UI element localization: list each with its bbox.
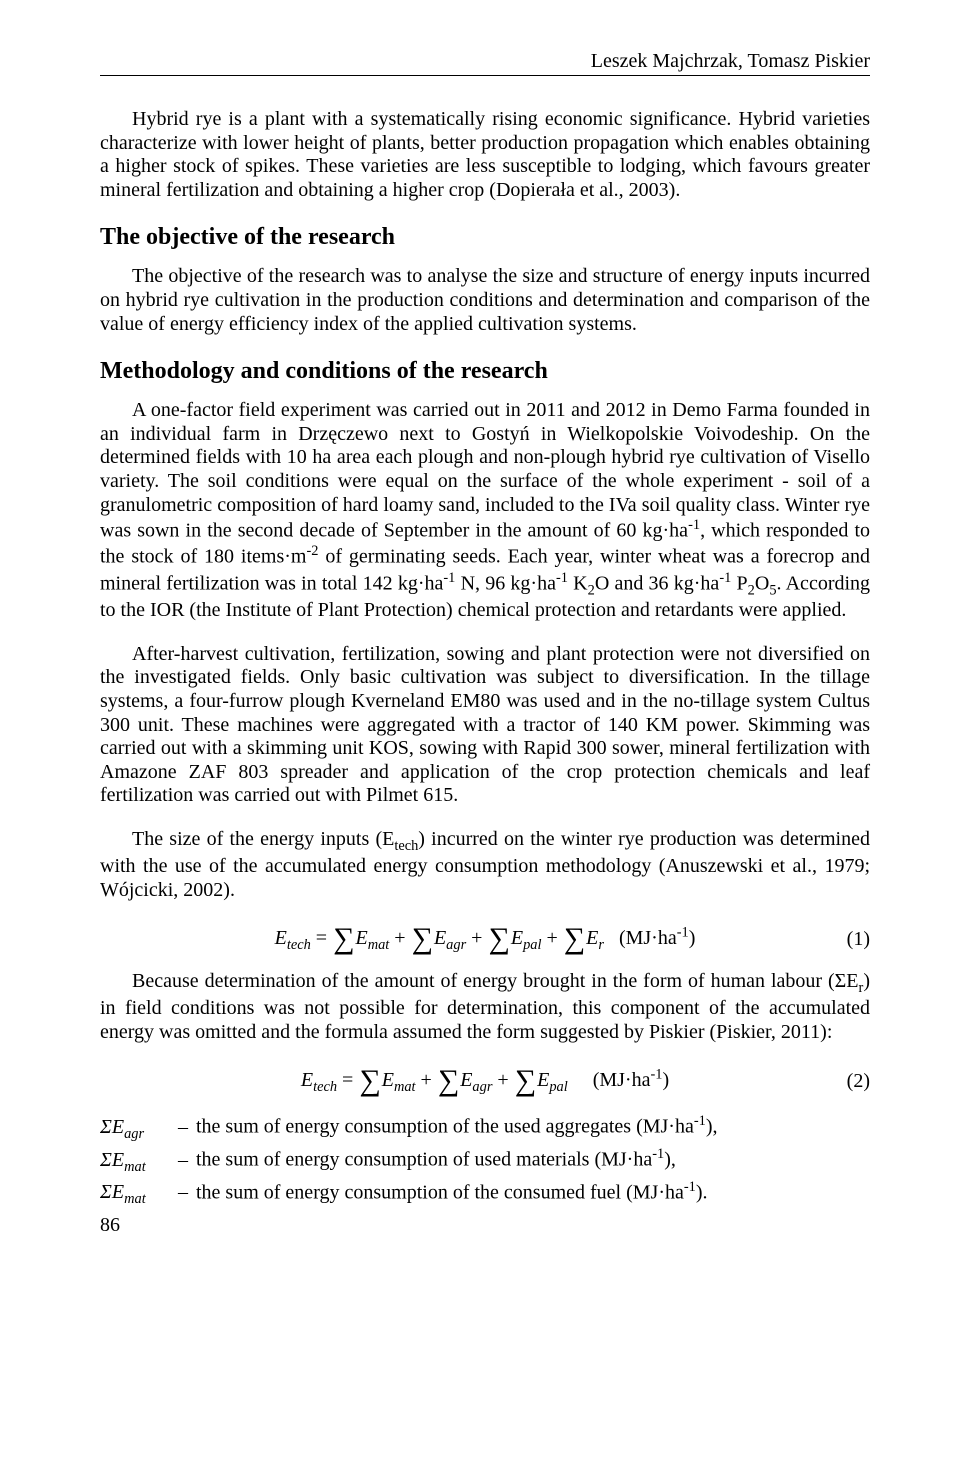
methodology-p4: Because determination of the amount of e… bbox=[100, 970, 870, 1044]
text: O bbox=[755, 572, 769, 594]
def-row: ΣEmat – the sum of energy consumption of… bbox=[100, 1145, 870, 1176]
methodology-p3: The size of the energy inputs (Etech) in… bbox=[100, 828, 870, 902]
symbol-sub: mat bbox=[124, 1191, 146, 1207]
text: K bbox=[568, 572, 588, 594]
objective-text: The objective of the research was to ana… bbox=[100, 265, 870, 334]
text: O and 36 kg·ha bbox=[595, 572, 719, 594]
methodology-p1: A one-factor field experiment was carrie… bbox=[100, 399, 870, 623]
symbol-definitions: ΣEagr – the sum of energy consumption of… bbox=[100, 1112, 870, 1208]
text: After-harvest cultivation, fertilization… bbox=[100, 643, 870, 807]
symbol: ΣE bbox=[100, 1116, 124, 1138]
text: The size of the energy inputs (E bbox=[132, 828, 394, 850]
def-row: ΣEmat – the sum of energy consumption of… bbox=[100, 1178, 870, 1209]
page-number: 86 bbox=[100, 1214, 870, 1237]
unit: (MJ·ha bbox=[619, 927, 677, 949]
symbol-sub: mat bbox=[124, 1159, 146, 1175]
objective-paragraph: The objective of the research was to ana… bbox=[100, 265, 870, 336]
methodology-p2: After-harvest cultivation, fertilization… bbox=[100, 643, 870, 808]
def-text: the sum of energy consumption of the con… bbox=[196, 1181, 684, 1203]
text: P bbox=[731, 572, 747, 594]
heading-objective: The objective of the research bbox=[100, 224, 870, 251]
equation-1: Etech = ∑Emat + ∑Eagr + ∑Epal + ∑Er (MJ·… bbox=[100, 922, 870, 956]
intro-paragraph: Hybrid rye is a plant with a systematica… bbox=[100, 108, 870, 202]
text: Because determination of the amount of e… bbox=[132, 970, 859, 992]
text: N, 96 kg·ha bbox=[455, 572, 556, 594]
heading-methodology: Methodology and conditions of the resear… bbox=[100, 358, 870, 385]
equation-number-1: (1) bbox=[847, 928, 870, 951]
symbol-sub: agr bbox=[124, 1126, 144, 1142]
intro-text: Hybrid rye is a plant with a systematica… bbox=[100, 108, 870, 201]
equation-number-2: (2) bbox=[847, 1070, 870, 1093]
equation-2: Etech = ∑Emat + ∑Eagr + ∑Epal (MJ·ha-1) … bbox=[100, 1064, 870, 1098]
page-header-authors: Leszek Majchrzak, Tomasz Piskier bbox=[100, 50, 870, 76]
def-row: ΣEagr – the sum of energy consumption of… bbox=[100, 1112, 870, 1143]
unit: (MJ·ha bbox=[593, 1069, 651, 1091]
symbol: ΣE bbox=[100, 1181, 124, 1203]
def-text: the sum of energy consumption of used ma… bbox=[196, 1149, 652, 1171]
symbol: ΣE bbox=[100, 1149, 124, 1171]
def-text: the sum of energy consumption of the use… bbox=[196, 1116, 694, 1138]
